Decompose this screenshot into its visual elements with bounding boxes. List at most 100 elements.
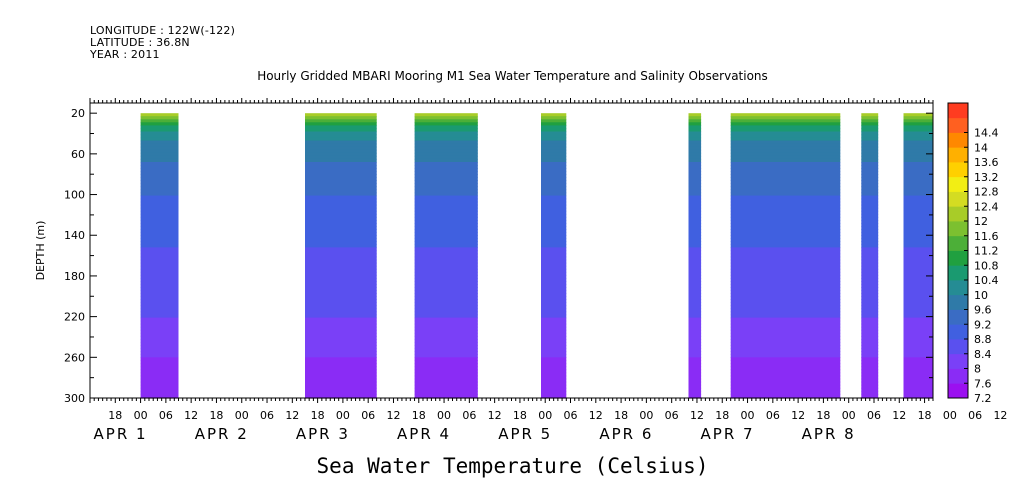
data-segment-5-band bbox=[688, 244, 702, 249]
x-hour-tick-label: 12 bbox=[690, 409, 704, 422]
x-hour-tick-label: 00 bbox=[134, 409, 148, 422]
data-segment-6-band bbox=[730, 235, 841, 239]
data-segment-6-band bbox=[730, 168, 841, 172]
data-segment-1-band bbox=[140, 116, 179, 120]
data-segment-5-band bbox=[688, 302, 702, 307]
data-segment-2-band bbox=[305, 113, 377, 117]
data-segment-4-band bbox=[541, 186, 567, 191]
x-hour-tick-label: 00 bbox=[336, 409, 350, 422]
data-segment-6-band bbox=[730, 241, 841, 245]
data-segment-4-band bbox=[541, 311, 567, 316]
data-segment-5-band bbox=[688, 372, 702, 377]
data-segment-4-band bbox=[541, 375, 567, 380]
data-segment-1-band bbox=[140, 131, 179, 136]
data-segment-4-band bbox=[541, 113, 567, 117]
data-segment-1-band bbox=[140, 360, 179, 365]
data-segment-1-band bbox=[140, 363, 179, 368]
data-segment-2-band bbox=[305, 375, 377, 380]
data-segment-8-band bbox=[903, 320, 933, 325]
y-tick-label: 180 bbox=[64, 270, 85, 283]
data-segment-3-band bbox=[414, 198, 478, 203]
data-segment-6-band bbox=[730, 262, 841, 267]
data-segment-6-band bbox=[730, 238, 841, 242]
x-hour-tick-label: 18 bbox=[816, 409, 830, 422]
year-label: YEAR : 2011 bbox=[90, 48, 160, 61]
data-segment-2-band bbox=[305, 335, 377, 340]
data-segment-5-band bbox=[688, 177, 702, 181]
data-segment-3-band bbox=[414, 314, 478, 319]
data-segment-4-band bbox=[541, 259, 567, 264]
data-segment-1-band bbox=[140, 265, 179, 270]
colorbar-swatch bbox=[948, 147, 968, 163]
data-segment-4-band bbox=[541, 369, 567, 374]
colorbar-swatch bbox=[948, 235, 968, 251]
data-segment-7-band bbox=[861, 180, 879, 184]
data-segment-2-band bbox=[305, 390, 377, 395]
data-segment-7-band bbox=[861, 302, 879, 307]
data-segment-2-band bbox=[305, 213, 377, 218]
data-segment-2-band bbox=[305, 372, 377, 377]
data-segment-2-band bbox=[305, 262, 377, 267]
data-segment-7-band bbox=[861, 274, 879, 279]
data-segment-6-band bbox=[730, 366, 841, 371]
data-segment-2-band bbox=[305, 171, 377, 175]
data-segment-5-band bbox=[688, 165, 702, 169]
x-hour-tick-label: 18 bbox=[513, 409, 527, 422]
data-segment-3-band bbox=[414, 155, 478, 160]
data-segment-8-band bbox=[903, 171, 933, 175]
data-segment-1-band bbox=[140, 192, 179, 197]
data-segment-7-band bbox=[861, 134, 879, 139]
colorbar-label: 8 bbox=[974, 363, 981, 376]
data-segment-3-band bbox=[414, 128, 478, 133]
data-segment-6-band bbox=[730, 195, 841, 200]
data-segment-6-band bbox=[730, 256, 841, 261]
data-segment-3-band bbox=[414, 204, 478, 209]
data-segment-3-band bbox=[414, 262, 478, 267]
data-segment-1-band bbox=[140, 287, 179, 291]
data-segment-5-band bbox=[688, 311, 702, 316]
data-segment-3-band bbox=[414, 329, 478, 334]
data-segment-7-band bbox=[861, 281, 879, 285]
data-segment-8-band bbox=[903, 387, 933, 392]
data-segment-1-band bbox=[140, 216, 179, 221]
data-segment-7-band bbox=[861, 278, 879, 282]
data-segment-3-band bbox=[414, 345, 478, 349]
data-segment-2-band bbox=[305, 146, 377, 151]
data-segment-4-band bbox=[541, 378, 567, 383]
data-segment-7-band bbox=[861, 287, 879, 291]
data-segment-1-band bbox=[140, 296, 179, 300]
data-segment-3-band bbox=[414, 226, 478, 230]
data-segment-7-band bbox=[861, 119, 879, 123]
data-segment-1-band bbox=[140, 168, 179, 172]
data-segment-1-band bbox=[140, 186, 179, 191]
data-segment-3-band bbox=[414, 378, 478, 383]
data-segment-8-band bbox=[903, 238, 933, 242]
data-segment-4-band bbox=[541, 387, 567, 392]
colorbar-label: 7.2 bbox=[974, 392, 992, 405]
x-hour-tick-label: 12 bbox=[993, 409, 1007, 422]
colorbar-swatch bbox=[948, 368, 968, 384]
data-segment-6-band bbox=[730, 186, 841, 191]
data-segment-4-band bbox=[541, 134, 567, 139]
colorbar-swatch bbox=[948, 383, 968, 399]
data-segment-2-band bbox=[305, 235, 377, 239]
data-segment-8-band bbox=[903, 348, 933, 352]
data-segment-2-band bbox=[305, 378, 377, 383]
data-segment-1-band bbox=[140, 387, 179, 392]
data-segment-1-band bbox=[140, 223, 179, 227]
data-segment-6-band bbox=[730, 375, 841, 380]
data-segment-5-band bbox=[688, 229, 702, 233]
data-segment-2-band bbox=[305, 299, 377, 303]
data-segment-3-band bbox=[414, 372, 478, 377]
data-segment-5-band bbox=[688, 119, 702, 123]
colorbar-swatch bbox=[948, 117, 968, 133]
data-segment-6-band bbox=[730, 326, 841, 331]
data-segment-7-band bbox=[861, 308, 879, 313]
data-segment-6-band bbox=[730, 244, 841, 249]
data-segment-4-band bbox=[541, 158, 567, 163]
data-segment-7-band bbox=[861, 253, 879, 258]
data-segment-3-band bbox=[414, 180, 478, 184]
data-segment-1-band bbox=[140, 369, 179, 374]
data-segment-1-band bbox=[140, 198, 179, 203]
